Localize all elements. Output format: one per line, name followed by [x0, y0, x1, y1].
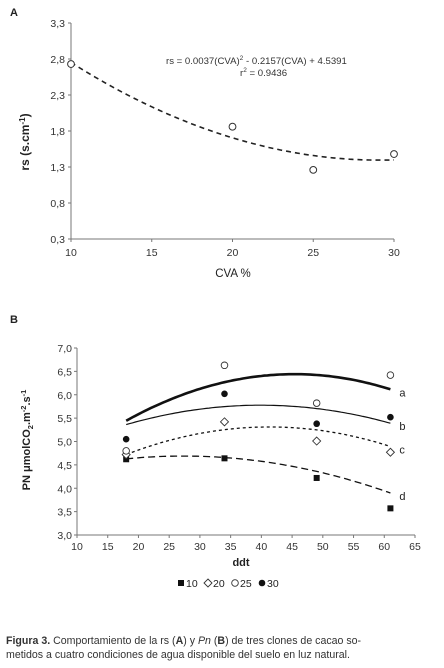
y-ticks-b: 3,0 3,5 4,0 4,5 5,0 5,5 6,0 6,5 7,0 [57, 343, 77, 542]
data-point-a [309, 165, 318, 174]
x-tick-label-b: 20 [133, 541, 145, 553]
data-point-series-30 [313, 420, 320, 428]
legend-marker-10 [178, 580, 184, 586]
y-tick-label-b: 5,0 [57, 437, 72, 449]
legend-label-25: 25 [240, 578, 252, 590]
trendline-a [70, 61, 395, 161]
x-axis-label-b: ddt [232, 557, 249, 569]
curve-letters-b: d cb a [399, 387, 406, 503]
panel-label-a: A [10, 7, 18, 19]
y-tick-label-b: 3,5 [57, 507, 72, 519]
curve-series-20 [125, 426, 391, 456]
y-tick-label-a: 0,8 [50, 198, 65, 210]
x-tick-label-b: 30 [194, 541, 206, 553]
equation-a: rs = 0.0037(CVA)2 - 0.2157(CVA) + 4.5391 [166, 55, 347, 67]
x-tick-label-b: 55 [348, 541, 360, 553]
points-a [67, 60, 398, 174]
legend-label-10: 10 [186, 578, 198, 590]
x-tick-label-a: 30 [388, 247, 400, 259]
x-tick-label-b: 60 [378, 541, 390, 553]
figure-caption: Figura 3. Comportamiento de la rs (A) y … [6, 635, 362, 661]
data-point-a [390, 150, 398, 158]
y-tick-label-b: 4,0 [57, 483, 72, 495]
y-tick-label-b: 3,0 [57, 530, 72, 542]
curve-series-30 [125, 372, 391, 422]
x-tick-label-b: 65 [409, 541, 421, 553]
curve-letter-a: a [399, 387, 406, 399]
data-point-series-20 [219, 417, 230, 427]
y-tick-label-b: 7,0 [57, 343, 72, 355]
x-axis-label-a: CVA % [215, 268, 251, 280]
y-tick-label-a: 0,3 [50, 234, 65, 246]
y-tick-label-a: 3,3 [50, 18, 65, 30]
data-point-series-10 [123, 456, 130, 463]
y-tick-label-a: 2,8 [50, 54, 65, 66]
data-point-series-10 [221, 455, 228, 462]
chart-a: A 0,3 0,8 1,3 1,8 2,3 2,8 3,3 10 15 20 25 30 rs = … [10, 7, 400, 280]
data-point-series-30 [387, 413, 394, 421]
r-squared-a: r2 = 0.9436 [240, 67, 287, 79]
data-point-series-20 [385, 447, 396, 457]
y-tick-label-b: 4,5 [57, 460, 72, 472]
data-point-series-25 [220, 361, 229, 370]
curves-b [125, 372, 391, 494]
data-point-a [67, 60, 75, 68]
y-tick-label-b: 5,5 [57, 413, 72, 425]
legend-marker-30 [258, 579, 266, 587]
x-tick-label-a: 25 [307, 247, 319, 259]
x-tick-label-b: 10 [71, 541, 83, 553]
data-point-series-10 [313, 474, 320, 481]
x-tick-label-b: 15 [102, 541, 114, 553]
data-point-series-10 [387, 505, 394, 512]
curve-letter-d: d [399, 491, 405, 503]
y-axis-label-b: PN μmolCO2.m-2.s-1 [19, 390, 35, 491]
points-b [121, 361, 396, 512]
y-tick-label-a: 1,8 [50, 126, 65, 138]
curve-series-10 [126, 455, 391, 494]
legend-label-20: 20 [213, 578, 225, 590]
data-point-a [228, 122, 237, 131]
data-point-series-30 [122, 435, 130, 443]
x-tick-label-b: 35 [225, 541, 237, 553]
y-tick-label-b: 6,0 [57, 390, 72, 402]
y-tick-label-a: 1,3 [50, 162, 65, 174]
chart-b: B 3,0 3,5 4,0 4,5 5,0 5,5 6,0 6,5 7,0 10 15 20 25 30… [10, 314, 421, 590]
legend-marker-25 [231, 579, 239, 587]
curve-letter-c: c [399, 444, 405, 456]
legend-b: 10 20 25 30 [178, 578, 279, 590]
y-tick-label-a: 2,3 [50, 90, 65, 102]
data-point-series-25 [312, 399, 321, 407]
data-point-series-30 [221, 390, 228, 398]
x-tick-label-a: 10 [65, 247, 77, 259]
y-tick-label-b: 6,5 [57, 366, 72, 378]
data-point-series-20 [312, 436, 322, 446]
data-point-series-25 [386, 371, 395, 379]
y-axis-label-a: rs (s.cm-1) [18, 113, 32, 170]
caption-label: Figura 3. [6, 635, 51, 647]
x-ticks-b: 10 15 20 25 30 35 40 45 50 55 60 65 [71, 535, 421, 553]
x-tick-label-b: 45 [286, 541, 298, 553]
x-tick-label-b: 50 [317, 541, 329, 553]
y-ticks-a: 0,3 0,8 1,3 1,8 2,3 2,8 3,3 [50, 18, 71, 246]
x-ticks-a: 10 15 20 25 30 [65, 239, 400, 259]
x-tick-label-a: 20 [227, 247, 239, 259]
x-tick-label-b: 40 [256, 541, 268, 553]
panel-label-b: B [10, 314, 18, 326]
x-tick-label-a: 15 [146, 247, 158, 259]
legend-label-30: 30 [267, 578, 279, 590]
legend-marker-20 [203, 578, 213, 588]
curve-series-25 [126, 404, 391, 426]
curve-letter-b: b [399, 421, 405, 433]
data-point-series-25 [122, 447, 130, 455]
x-tick-label-b: 25 [163, 541, 175, 553]
